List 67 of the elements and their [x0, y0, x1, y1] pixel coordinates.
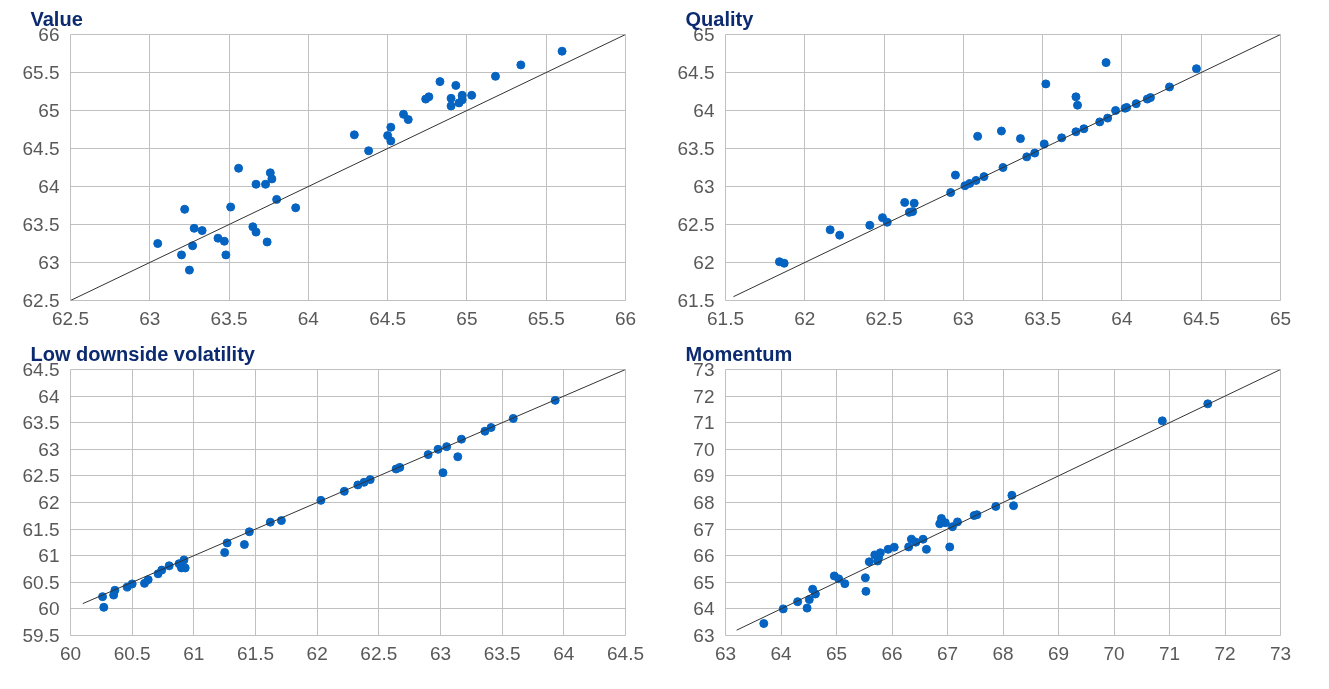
y-tick-label: 66 [693, 545, 715, 567]
y-tick-label: 61.5 [22, 518, 60, 540]
x-tick-label: 70 [1103, 642, 1125, 664]
x-tick-label: 66 [881, 642, 903, 664]
y-tick-label: 63 [38, 438, 60, 460]
y-tick-label: 69 [693, 465, 715, 487]
y-tick-label: 63.5 [22, 412, 60, 434]
y-tick-label: 63.5 [677, 138, 715, 159]
y-tick-label: 62 [693, 252, 715, 273]
x-tick-label: 69 [1047, 642, 1070, 664]
x-tick-label: 64 [1111, 307, 1133, 329]
y-tick-label: 65 [38, 100, 60, 121]
x-tick-label: 66 [614, 307, 637, 329]
y-tick-label: 64.5 [677, 62, 715, 83]
x-tick-label: 65 [1269, 307, 1292, 329]
y-tick-label: 63 [38, 252, 60, 273]
y-tick-label: 62 [38, 492, 60, 513]
x-tick-label: 68 [992, 642, 1014, 664]
x-tick-label: 63 [952, 307, 974, 329]
x-tick-label: 62 [306, 642, 328, 664]
x-tick-label: 65.5 [527, 307, 565, 329]
y-tick-label: 64 [693, 100, 715, 121]
x-tick-label: 61.5 [237, 642, 274, 664]
x-tick-label: 64.5 [369, 307, 407, 329]
y-tick-label: 71 [693, 412, 715, 434]
y-tick-label: 64 [38, 176, 60, 197]
y-tick-label: 62.5 [677, 214, 715, 235]
y-tick-label: 60 [38, 598, 60, 620]
y-tick-label: 65.5 [22, 62, 60, 83]
x-tick-label: 67 [936, 642, 959, 664]
y-tick-label: 72 [693, 385, 715, 407]
x-tick-label: 63.5 [210, 307, 248, 329]
x-tick-label: 60 [59, 642, 82, 664]
x-tick-label: 64 [553, 642, 575, 664]
y-tick-label: 61 [38, 545, 60, 567]
y-tick-label: 63.5 [22, 214, 60, 235]
y-tick-label: 65 [693, 571, 715, 593]
x-tick-label: 72 [1214, 642, 1236, 664]
y-tick-label: 64 [38, 385, 60, 407]
x-tick-label: 60.5 [113, 642, 151, 664]
y-tick-label: 64 [693, 598, 715, 620]
x-tick-label: 64 [770, 642, 792, 664]
y-tick-label: 64.5 [22, 138, 60, 159]
x-tick-label: 63 [139, 307, 161, 329]
y-tick-label: 63 [693, 176, 715, 197]
x-tick-label: 62 [794, 307, 816, 329]
x-tick-label: 62.5 [865, 307, 903, 329]
x-tick-label: 64.5 [1182, 307, 1220, 329]
y-tick-label: 62.5 [22, 465, 60, 487]
x-tick-label: 64.5 [607, 642, 644, 664]
y-tick-label: 59.5 [22, 625, 60, 646]
x-tick-label: 63 [429, 642, 452, 664]
x-tick-label: 65 [456, 307, 478, 329]
y-tick-label: 60.5 [22, 571, 60, 593]
x-tick-label: 62.5 [360, 642, 398, 664]
x-tick-label: 63 [714, 642, 737, 664]
x-tick-label: 63.5 [1024, 307, 1062, 329]
y-tick-label: 68 [693, 492, 715, 513]
x-tick-label: 63.5 [483, 642, 521, 664]
x-tick-label: 64 [297, 307, 320, 329]
y-tick-label: 70 [693, 438, 715, 460]
x-tick-label: 71 [1158, 642, 1181, 664]
y-tick-label: 67 [693, 518, 715, 540]
x-tick-label: 65 [825, 642, 848, 664]
x-tick-label: 73 [1269, 642, 1292, 664]
y-tick-label: 63 [693, 625, 715, 646]
x-tick-label: 61 [183, 642, 205, 664]
